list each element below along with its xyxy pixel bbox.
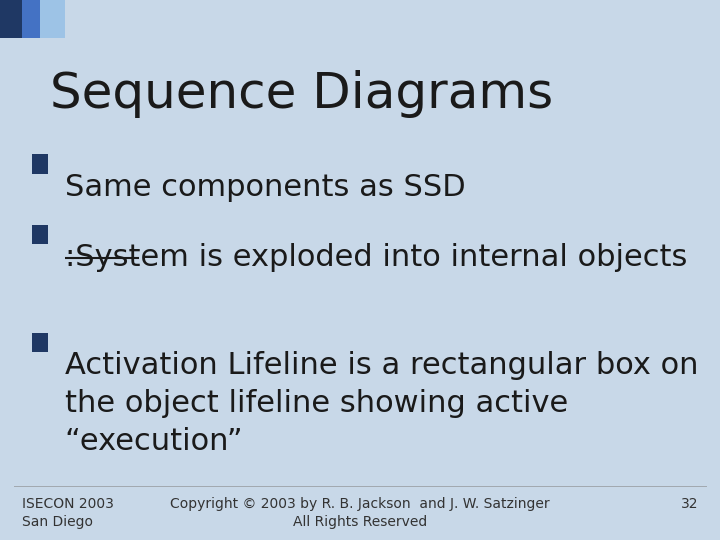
FancyBboxPatch shape [32, 333, 48, 352]
FancyBboxPatch shape [32, 154, 48, 174]
Text: 32: 32 [681, 497, 698, 511]
Text: Copyright © 2003 by R. B. Jackson  and J. W. Satzinger
All Rights Reserved: Copyright © 2003 by R. B. Jackson and J.… [170, 497, 550, 529]
Text: ISECON 2003
San Diego: ISECON 2003 San Diego [22, 497, 114, 529]
FancyBboxPatch shape [22, 0, 40, 38]
Text: :System is exploded into internal objects: :System is exploded into internal object… [65, 243, 687, 272]
Text: Activation Lifeline is a rectangular box on
the object lifeline showing active
“: Activation Lifeline is a rectangular box… [65, 351, 698, 456]
Text: Same components as SSD: Same components as SSD [65, 173, 465, 202]
FancyBboxPatch shape [0, 0, 22, 38]
Text: Sequence Diagrams: Sequence Diagrams [50, 70, 554, 118]
FancyBboxPatch shape [65, 0, 720, 38]
FancyBboxPatch shape [32, 225, 48, 244]
FancyBboxPatch shape [40, 0, 65, 38]
